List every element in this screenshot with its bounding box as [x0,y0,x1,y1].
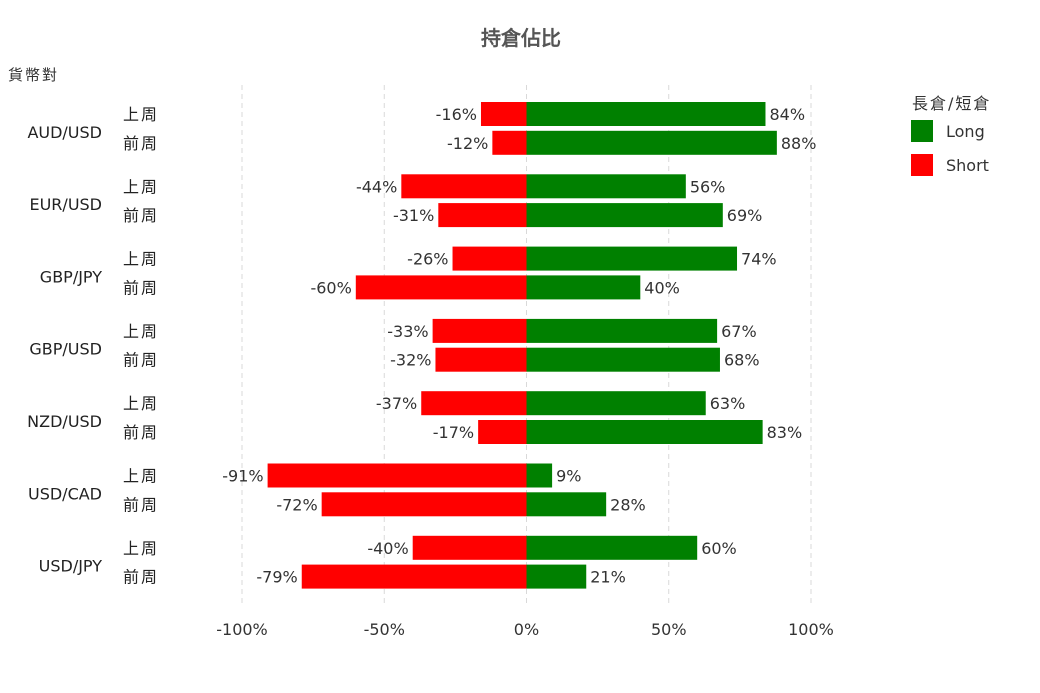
x-axis: -100% -50% 0% 50% 100% [216,620,834,639]
gridlines [241,85,812,607]
short-value-label: -32% [390,351,431,370]
week-label: 前周 [123,351,159,370]
long-bar [526,318,718,343]
short-value-label: -44% [356,177,397,196]
week-label: 前周 [123,206,159,225]
short-bar [412,535,527,560]
long-value-label: 84% [769,105,805,124]
short-bar [492,130,527,155]
x-tick-label: -100% [216,620,268,639]
long-bar [526,391,706,416]
long-value-label: 40% [644,278,680,297]
long-value-label: 21% [590,568,626,587]
short-value-label: -91% [222,467,263,486]
pair-label: USD/CAD [28,484,102,503]
long-value-label: 69% [727,206,763,225]
pair-label: EUR/USD [29,195,102,214]
long-bar [526,203,723,228]
long-value-label: 88% [781,134,817,153]
short-value-label: -60% [310,278,351,297]
legend-swatch-short [911,154,933,176]
week-label: 前周 [123,495,159,514]
pair-label: AUD/USD [27,123,102,142]
short-value-label: -40% [367,539,408,558]
week-label: 前周 [123,423,159,442]
short-value-label: -12% [447,134,488,153]
legend: 長倉/短倉 Long Short [911,94,991,176]
long-value-label: 67% [721,322,757,341]
week-label: 前周 [123,134,159,153]
long-value-label: 56% [690,177,726,196]
pair-label: GBP/USD [29,340,102,359]
long-bar [526,347,720,372]
x-tick-label: 50% [651,620,687,639]
short-bar [401,174,527,199]
short-bar [355,275,527,300]
week-label: 上周 [123,322,159,341]
legend-swatch-long [911,120,933,142]
short-value-label: -17% [433,423,474,442]
short-bar [478,420,527,444]
week-label: 上周 [123,105,159,124]
short-value-label: -31% [393,206,434,225]
pair-label: GBP/JPY [40,267,102,286]
week-label: 前周 [123,278,159,297]
pair-label: NZD/USD [27,412,102,431]
pair-label: USD/JPY [39,557,103,576]
long-value-label: 74% [741,250,777,269]
week-label: 上周 [123,177,159,196]
short-bar [432,318,527,343]
short-value-label: -72% [276,495,317,514]
labels: AUD/USD 上周 -16% 84% 前周 -12% 88% EUR/USD 上周 -44% 56… [27,105,816,587]
short-value-label: -16% [436,105,477,124]
legend-label-long: Long [946,122,985,141]
y-axis-title: 貨幣對 [8,66,59,84]
long-bar [526,535,698,560]
long-bar [526,130,777,155]
week-label: 上周 [123,467,159,486]
long-bar [526,102,766,126]
short-bar [480,102,527,126]
long-value-label: 63% [710,394,746,413]
long-bar [526,420,763,444]
week-label: 上周 [123,250,159,269]
short-bar [267,463,527,488]
long-bar [526,492,607,517]
short-value-label: -33% [387,322,428,341]
week-label: 上周 [123,539,159,558]
short-bar [438,203,527,228]
long-value-label: 68% [724,351,760,370]
week-label: 上周 [123,394,159,413]
short-bar [435,347,527,372]
x-tick-label: 100% [788,620,834,639]
short-bar [321,492,527,517]
long-bar [526,246,738,271]
x-tick-label: -50% [364,620,405,639]
chart-title: 持倉佔比 [481,26,561,50]
short-value-label: -37% [376,394,417,413]
short-value-label: -79% [256,568,297,587]
long-value-label: 60% [701,539,737,558]
long-bar [526,275,641,300]
legend-label-short: Short [946,156,989,175]
short-bar [301,564,527,589]
short-value-label: -26% [407,250,448,269]
x-tick-label: 0% [514,620,539,639]
long-value-label: 83% [767,423,803,442]
long-bar [526,463,553,488]
legend-title: 長倉/短倉 [912,94,991,113]
short-bar [452,246,527,271]
short-bar [421,391,527,416]
long-bar [526,564,587,589]
long-value-label: 28% [610,495,646,514]
long-value-label: 9% [556,467,581,486]
long-bar [526,174,686,199]
week-label: 前周 [123,568,159,587]
bars [267,102,777,589]
